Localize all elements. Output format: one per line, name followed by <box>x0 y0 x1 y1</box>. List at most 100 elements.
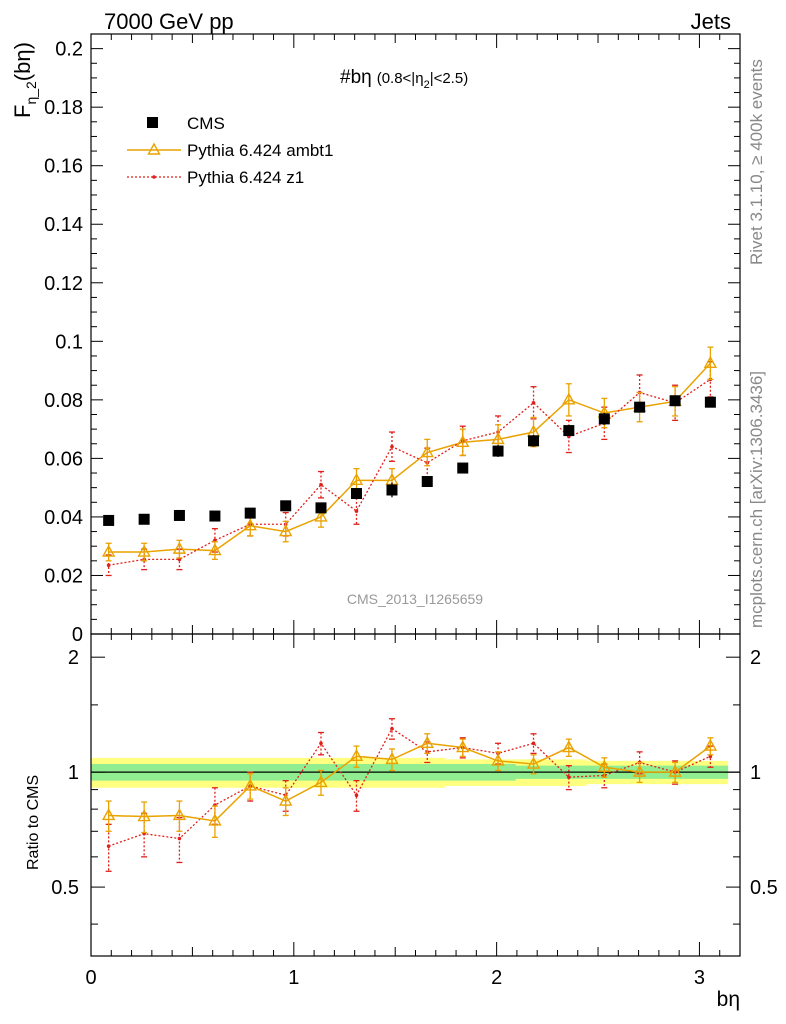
header-right: Jets <box>691 9 731 34</box>
cms-point <box>103 514 115 526</box>
ambt1-point <box>349 472 364 486</box>
ratio-xtick-label: 0 <box>85 967 96 989</box>
ambt1-line <box>108 362 711 553</box>
cms-point <box>173 509 185 521</box>
ratio-ambt1-point <box>314 774 328 788</box>
main-ytick-label: 0.08 <box>44 390 83 412</box>
ratio-ambt1-point <box>526 756 541 769</box>
ratio-ambt1-point <box>172 808 187 821</box>
ambt1-point <box>420 445 434 458</box>
ambt1-point <box>279 524 293 537</box>
ratio-ambt1-point <box>137 809 151 822</box>
y-axis-title-main: Fη_2(bη) <box>10 42 39 118</box>
cms-point <box>634 401 646 413</box>
cms-point <box>457 462 469 474</box>
plot-title: #bη (0.8<|η2|<2.5) <box>340 67 468 91</box>
cms-point <box>492 445 504 457</box>
xlabel: bη <box>717 988 740 1011</box>
main-ytick-label: 0.12 <box>44 273 83 295</box>
ambt1-point <box>172 541 187 554</box>
ratio-ambt1-point <box>243 778 257 791</box>
main-ytick-label: 0.06 <box>44 448 83 470</box>
ratio-xtick-label: 2 <box>491 967 502 989</box>
ratio-ambt1-point <box>562 740 576 753</box>
analysis-label: CMS_2013_I1265659 <box>347 591 483 607</box>
ratio-ambt1-point <box>208 813 222 826</box>
ratio-ambt1-point <box>703 738 718 751</box>
ratio-ambt1-point <box>349 748 364 762</box>
ratio-ambt1-point <box>279 793 293 806</box>
ratio-ytick-label: 0.5 <box>51 877 79 899</box>
main-ytick-label: 0.04 <box>44 507 83 529</box>
ratio-ytick-label: 2 <box>68 647 79 669</box>
ambt1-point <box>562 392 576 405</box>
ambt1-point <box>314 509 328 522</box>
cms-point <box>669 395 681 407</box>
z1-point <box>319 482 323 487</box>
ratio-ambt1-point <box>491 753 505 766</box>
ratio-z1-point <box>531 741 536 746</box>
ylabel-main: Fη_2(bη) <box>10 42 39 118</box>
cms-point <box>138 513 150 525</box>
z1-line <box>108 378 711 566</box>
main-ytick-label: 0.18 <box>44 97 83 119</box>
ambt1-point <box>101 544 116 557</box>
main-panel: 0 0.02 0.04 0.06 0.08 0.1 0.12 0.14 0.16 0.18 0.2 <box>44 33 741 646</box>
z1-point <box>354 509 359 513</box>
mcplots-label: mcplots.cern.ch [arXiv:1306.3436] <box>747 371 766 628</box>
z1-point <box>106 563 111 568</box>
ratio-frame <box>90 633 741 957</box>
z1-point <box>531 400 536 405</box>
ratio-z1-line <box>108 727 711 847</box>
main-ytick-label: 0 <box>72 624 83 646</box>
ratio-ambt1-point <box>420 735 434 748</box>
ambt1-point <box>491 431 505 445</box>
ratio-ambt1-point <box>597 759 612 772</box>
ratio-ytick-label-right: 1 <box>750 762 761 784</box>
ratio-ytick-label-right: 0.5 <box>750 877 778 899</box>
ambt1-point <box>243 518 257 531</box>
cms-point <box>528 435 540 447</box>
ambt1-point <box>703 355 718 368</box>
ratio-ambt1-line <box>108 742 711 822</box>
legend-ambt1-marker <box>147 142 161 155</box>
main-ytick-label: 0.2 <box>55 39 83 61</box>
ratio-z1-point <box>567 775 571 779</box>
ratio-xtick-label: 1 <box>288 967 299 989</box>
cms-point <box>598 413 610 425</box>
ratio-z1-point <box>106 844 111 848</box>
legend: CMS Pythia 6.424 ambt1 Pythia 6.424 z1 <box>127 114 333 187</box>
ratio-z1-point <box>319 741 323 746</box>
main-ytick-label: 0.16 <box>44 156 83 178</box>
legend-z1-label: Pythia 6.424 z1 <box>187 168 304 187</box>
ratio-ytick-label: 1 <box>68 762 79 784</box>
cms-point <box>386 484 398 496</box>
cms-point <box>209 510 221 522</box>
ambt1-point <box>456 434 470 447</box>
cms-point <box>563 425 575 437</box>
cms-point <box>704 396 716 408</box>
ratio-ambt1-point <box>101 808 116 821</box>
ambt1-point <box>208 543 222 556</box>
ratio-ytick-label-right: 2 <box>750 647 761 669</box>
ratio-ambt1-point <box>632 764 647 777</box>
header-left: 7000 GeV pp <box>104 9 234 34</box>
main-ytick-label: 0.1 <box>55 331 83 353</box>
legend-ambt1-label: Pythia 6.424 ambt1 <box>187 141 333 160</box>
ylabel-ratio: Ratio to CMS <box>25 775 42 870</box>
cms-point <box>421 476 433 488</box>
legend-z1-marker <box>152 175 156 179</box>
ratio-z1-point <box>177 836 182 841</box>
ratio-z1-point <box>390 726 394 731</box>
cms-point <box>244 507 256 519</box>
z1-point <box>390 444 394 449</box>
ratio-panel: 0.5 0.5 1 1 2 2 0 1 2 3 <box>51 633 778 989</box>
rivet-label: Rivet 3.1.10, ≥ 400k events <box>747 59 766 265</box>
cms-point <box>315 502 327 514</box>
legend-cms-marker <box>147 117 158 128</box>
main-ytick-label: 0.02 <box>44 565 83 587</box>
cms-point <box>350 488 362 500</box>
main-ytick-label: 0.14 <box>44 214 83 236</box>
ratio-ambt1-point <box>456 740 470 753</box>
